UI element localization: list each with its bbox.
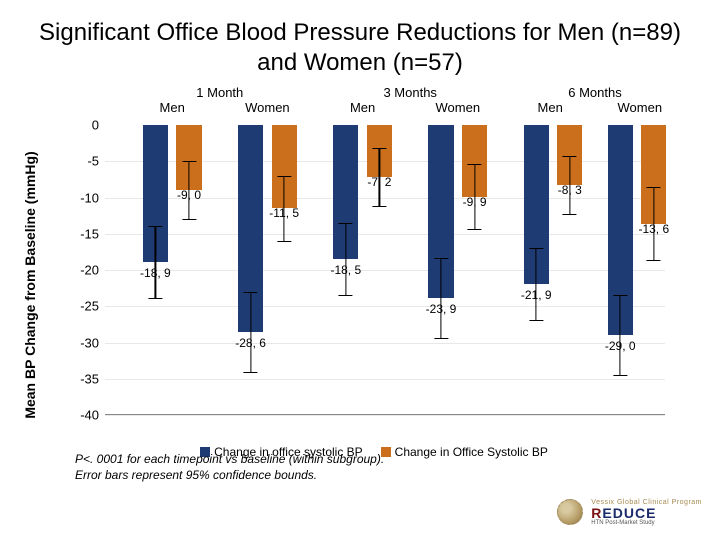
plot-area: 0-5-10-15-20-25-30-35-401 Month3 Months6… [105,125,665,415]
error-bar [440,258,441,338]
subgroup-label: Men [160,100,185,115]
error-bar [155,226,156,299]
subgroup-label: Women [245,100,290,115]
timepoint-label: 6 Months [568,85,621,100]
y-tick: -30 [65,335,99,350]
logo-line-3: HTN Post-Market Study [591,520,702,526]
value-label: -18, 5 [330,263,361,277]
page-title: Significant Office Blood Pressure Reduct… [0,0,720,88]
chart-container: Mean BP Change from Baseline (mmHg) 0-5-… [45,115,685,455]
value-label: -18, 9 [140,266,171,280]
y-tick: -40 [65,408,99,423]
y-tick: -35 [65,371,99,386]
subgroup-label: Women [618,100,663,115]
error-bar [345,223,346,296]
value-label: -13, 6 [638,222,669,236]
error-bar [536,248,537,321]
footnote: P<. 0001 for each timepoint vs baseline … [75,452,384,483]
value-label: -9, 0 [177,188,201,202]
y-tick: -25 [65,299,99,314]
subgroup-label: Women [436,100,481,115]
timepoint-label: 3 Months [383,85,436,100]
logo-line-2: REDUCE [591,506,702,520]
value-label: -21, 9 [521,288,552,302]
y-tick: -15 [65,226,99,241]
subgroup-label: Men [538,100,563,115]
subgroup-label: Men [350,100,375,115]
value-label: -29, 0 [605,339,636,353]
value-label: -23, 9 [426,302,457,316]
y-tick: -10 [65,190,99,205]
legend-label: Change in Office Systolic BP [395,445,548,459]
value-label: -11, 5 [269,206,299,220]
y-tick: -20 [65,263,99,278]
value-label: -7, 2 [367,175,391,189]
value-label: -8, 3 [558,183,582,197]
sponsor-logo: Vessix Global Clinical Program REDUCE HT… [557,499,702,526]
globe-icon [557,499,583,525]
error-bar [250,292,251,372]
footnote-line-1: P<. 0001 for each timepoint vs baseline … [75,452,384,468]
footnote-line-2: Error bars represent 95% confidence boun… [75,468,384,484]
y-axis-label: Mean BP Change from Baseline (mmHg) [22,151,38,418]
value-label: -9, 9 [463,195,487,209]
y-tick: -5 [65,154,99,169]
error-bar [620,295,621,375]
y-tick: 0 [65,118,99,133]
timepoint-label: 1 Month [196,85,243,100]
value-label: -28, 6 [235,336,266,350]
